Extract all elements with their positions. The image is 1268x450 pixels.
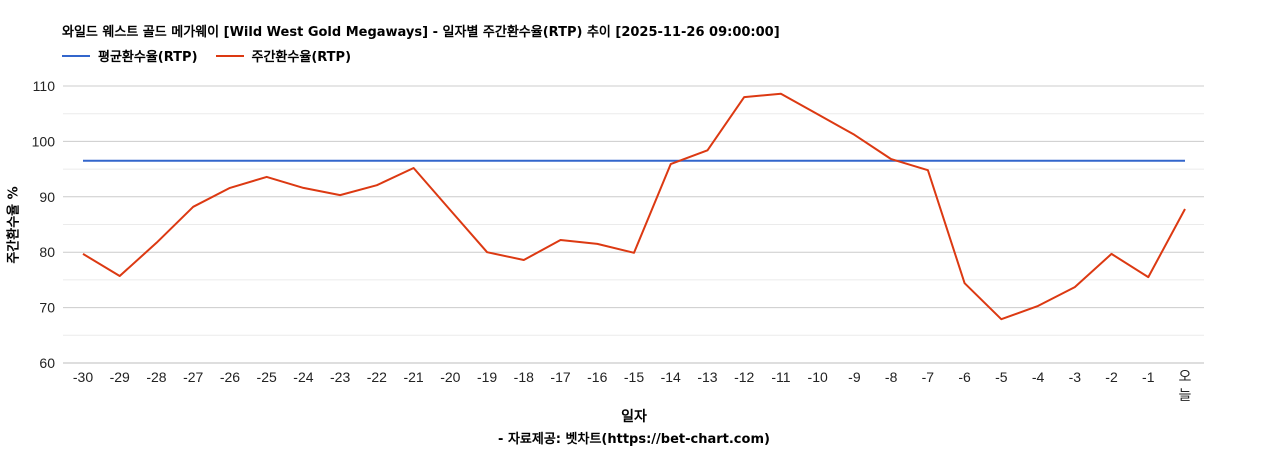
legend-label: 주간환수율(RTP)	[251, 50, 352, 65]
x-tick-label: -24	[293, 369, 313, 385]
x-tick-label: -10	[808, 369, 828, 385]
x-tick-label: -15	[624, 369, 644, 385]
y-tick-label: 100	[32, 133, 56, 149]
x-tick-label: -9	[848, 369, 861, 385]
x-tick-label: -16	[587, 369, 607, 385]
x-tick-label: -20	[440, 369, 460, 385]
source-credit: - 자료제공: 벳차트(https://bet-chart.com)	[498, 432, 770, 447]
legend-label: 평균환수율(RTP)	[98, 50, 198, 65]
y-tick-label: 90	[39, 189, 55, 205]
x-tick-label: -21	[403, 369, 423, 385]
x-tick-label: -14	[661, 369, 681, 385]
x-tick-label: -7	[922, 369, 935, 385]
x-tick-label: 오	[1179, 368, 1192, 384]
x-tick-label: -6	[958, 369, 971, 385]
y-tick-label: 70	[39, 300, 55, 316]
x-tick-label: -27	[183, 369, 203, 385]
x-tick-label: -5	[995, 369, 1008, 385]
chart-title: 와일드 웨스트 골드 메가웨이 [Wild West Gold Megaways…	[62, 25, 780, 40]
x-tick-label: -19	[477, 369, 497, 385]
x-tick-label: -29	[110, 369, 130, 385]
x-tick-label: -25	[257, 369, 277, 385]
x-tick-label: -8	[885, 369, 898, 385]
legend: 평균환수율(RTP) 주간환수율(RTP)	[62, 46, 351, 65]
legend-item-weekly-rtp[interactable]: 주간환수율(RTP)	[215, 46, 352, 65]
x-tick-label: -11	[771, 369, 790, 385]
x-tick-label: -26	[220, 369, 240, 385]
legend-swatch-red-icon	[215, 54, 244, 57]
x-tick-label: -23	[330, 369, 350, 385]
x-tick-label: -22	[367, 369, 387, 385]
legend-swatch-blue-icon	[62, 54, 90, 57]
y-tick-label: 60	[39, 355, 55, 371]
x-tick-label: -18	[514, 369, 534, 385]
y-tick-label: 80	[39, 244, 55, 260]
weekly-rtp-line[interactable]	[82, 92, 1186, 321]
x-tick-label: -30	[73, 369, 93, 385]
x-tick-label: -3	[1069, 369, 1082, 385]
y-tick-label: 110	[33, 78, 56, 94]
x-tick-label: -1	[1142, 369, 1155, 385]
x-tick-label: -4	[1032, 369, 1045, 385]
x-tick-label: -13	[697, 369, 717, 385]
x-axis-label: 일자	[621, 409, 647, 425]
legend-item-average-rtp[interactable]: 평균환수율(RTP)	[62, 46, 198, 65]
x-tick-label: -17	[550, 369, 570, 385]
x-tick-label: -28	[146, 369, 166, 385]
x-tick-label: -2	[1105, 369, 1118, 385]
x-tick-label: -12	[734, 369, 754, 385]
x-tick-label: 늘	[1179, 387, 1192, 403]
